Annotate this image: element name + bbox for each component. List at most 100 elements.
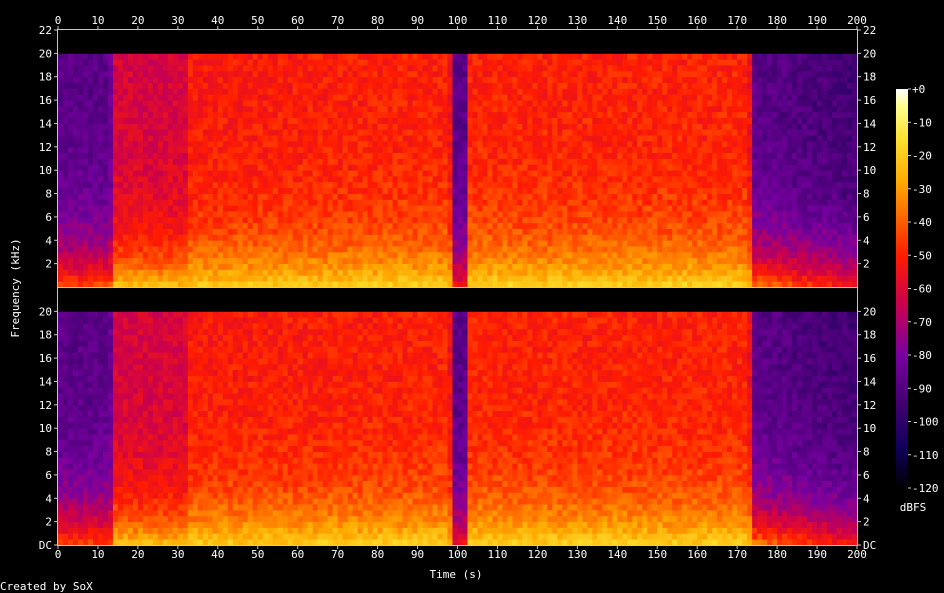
spectrogram-cell (497, 187, 503, 194)
spectrogram-cell (192, 240, 199, 247)
spectrogram-cell (142, 35, 149, 43)
spectrogram-cell (207, 251, 214, 259)
spectrogram-cell (127, 170, 134, 177)
spectrogram-cell (147, 269, 154, 276)
spectrogram-cell (202, 129, 209, 136)
spectrogram-cell (607, 41, 613, 48)
spectrogram-cell (357, 199, 364, 206)
spectrogram-cell (567, 76, 573, 83)
spectrogram-cell (337, 123, 344, 130)
spectrogram-cell (597, 146, 603, 154)
spectrogram-cell (267, 193, 274, 200)
spectrogram-cell (557, 205, 563, 212)
spectrogram-cell (362, 222, 369, 229)
spectrogram-cell (282, 88, 289, 95)
spectrogram-cell (592, 216, 598, 224)
spectrogram-cell (117, 251, 124, 259)
spectrogram-cell (322, 140, 329, 148)
spectrogram-cell (72, 251, 79, 259)
spectrogram-cell (252, 59, 259, 66)
spectrogram-cell (447, 123, 453, 130)
spectrogram-cell (617, 53, 623, 60)
spectrogram-cell (362, 59, 369, 66)
spectrogram-cell (402, 41, 408, 48)
spectrogram-cell (247, 181, 254, 189)
spectrogram-cell (552, 211, 558, 218)
spectrogram-cell (362, 88, 369, 95)
spectrogram-cell (327, 111, 334, 119)
spectrogram-cell (247, 59, 254, 66)
spectrogram-cell (182, 100, 189, 107)
spectrogram-cell (337, 222, 344, 229)
spectrogram-cell (267, 41, 274, 48)
spectrogram-cell (172, 170, 179, 177)
spectrogram-cell (187, 205, 194, 212)
spectrogram-cell (292, 164, 299, 171)
spectrogram-cell (547, 59, 553, 66)
spectrogram-cell (317, 135, 324, 142)
spectrogram-cell (432, 105, 438, 113)
spectrogram-cell (372, 234, 378, 241)
spectrogram-cell (597, 59, 603, 66)
spectrogram-cell (252, 76, 259, 83)
spectrogram-cell (292, 35, 299, 43)
spectrogram-cell (317, 111, 324, 119)
spectrogram-cell (357, 41, 364, 48)
spectrogram-cell (357, 47, 364, 54)
spectrogram-cell (207, 123, 214, 130)
spectrogram-cell (437, 205, 443, 212)
spectrogram-cell (487, 211, 493, 218)
spectrogram-cell (367, 251, 373, 259)
spectrogram-cell (362, 129, 369, 136)
spectrogram-cell (592, 123, 598, 130)
spectrogram-cell (202, 211, 209, 218)
spectrogram-cell (417, 240, 423, 247)
spectrogram-cell (572, 70, 578, 78)
spectrogram-cell (567, 269, 573, 276)
spectrogram-cell (622, 140, 628, 148)
spectrogram-cell (347, 176, 354, 183)
spectrogram-cell (467, 205, 473, 212)
spectrogram-cell (352, 216, 359, 224)
spectrogram-cell (542, 30, 548, 37)
spectrogram-cell (527, 193, 533, 200)
spectrogram-cell (67, 146, 74, 154)
spectrogram-cell (322, 181, 329, 189)
spectrogram-cell (182, 193, 189, 200)
spectrogram-cell (472, 176, 478, 183)
spectrogram-cell (347, 47, 354, 54)
spectrogram-cell (472, 117, 478, 124)
spectrogram-cell (407, 140, 413, 148)
spectrogram-cell (117, 70, 124, 78)
spectrogram-cell (582, 228, 588, 235)
spectrogram-cell (522, 187, 528, 194)
spectrogram-cell (202, 240, 209, 247)
spectrogram-cell (417, 199, 423, 206)
spectrogram-cell (307, 263, 314, 270)
spectrogram-cell (337, 35, 344, 43)
spectrogram-cell (452, 199, 458, 206)
spectrogram-cell (547, 158, 553, 165)
spectrogram-cell (257, 181, 264, 189)
spectrogram-cell (517, 135, 523, 142)
spectrogram-cell (507, 76, 513, 83)
spectrogram-cell (557, 263, 563, 270)
spectrogram-cell (157, 164, 164, 171)
spectrogram-cell (522, 94, 528, 101)
spectrogram-cell (102, 47, 109, 54)
spectrogram-cell (362, 152, 369, 159)
spectrogram-cell (92, 65, 99, 72)
spectrogram-cell (217, 30, 224, 37)
spectrogram-cell (472, 222, 478, 229)
spectrogram-cell (522, 251, 528, 259)
spectrogram-cell (622, 222, 628, 229)
spectrogram-cell (262, 164, 269, 171)
spectrogram-cell (267, 240, 274, 247)
spectrogram-cell (382, 111, 388, 119)
spectrogram-cell (467, 158, 473, 165)
spectrogram-cell (612, 158, 618, 165)
spectrogram-cell (237, 59, 244, 66)
spectrogram-cell (352, 111, 359, 119)
spectrogram-cell (367, 158, 373, 165)
spectrogram-cell (427, 228, 433, 235)
